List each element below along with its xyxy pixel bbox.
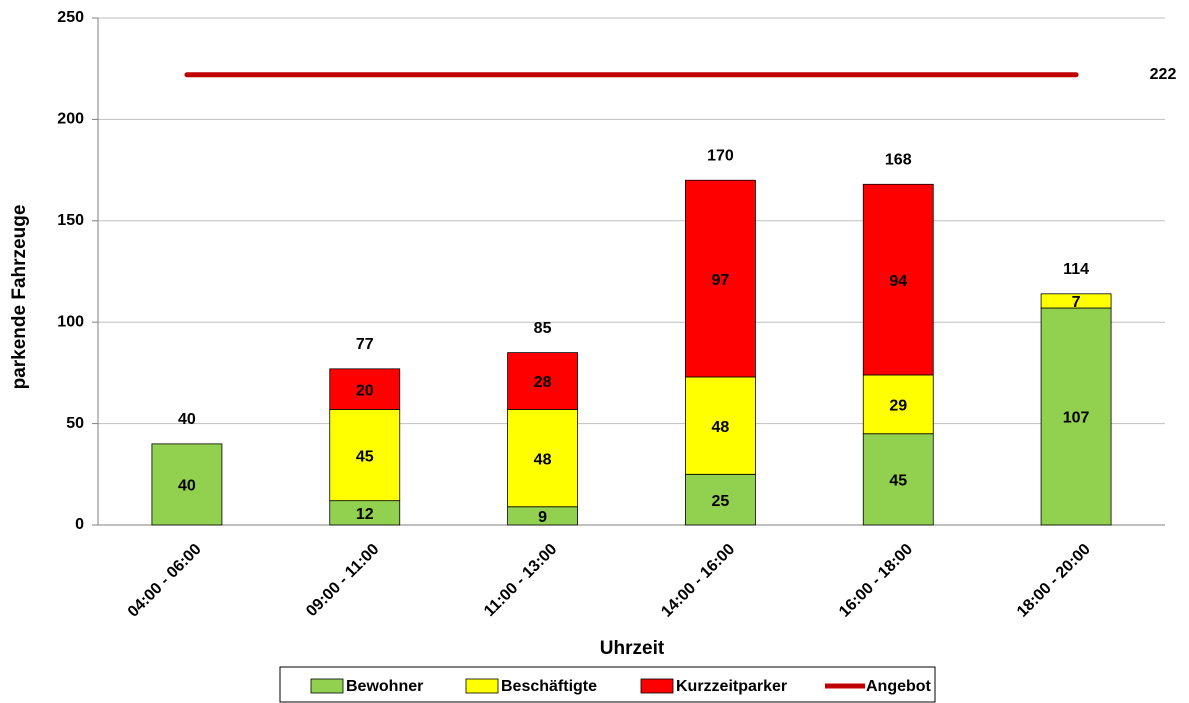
x-axis-title: Uhrzeit bbox=[600, 638, 665, 659]
total-label: 170 bbox=[707, 147, 734, 164]
data-label: 107 bbox=[1063, 410, 1090, 427]
bar-segment bbox=[329, 409, 401, 502]
legend-label: Bewohner bbox=[346, 678, 423, 695]
bar-segment bbox=[1040, 307, 1112, 526]
data-label: 48 bbox=[712, 419, 730, 436]
x-tick-label: 11:00 - 13:00 bbox=[481, 541, 560, 620]
data-label: 29 bbox=[889, 398, 907, 415]
total-label: 85 bbox=[534, 320, 552, 337]
legend-swatch bbox=[640, 678, 674, 694]
legend-label: Beschäftigte bbox=[501, 678, 597, 695]
data-label: 48 bbox=[534, 451, 552, 468]
x-tick-label: 04:00 - 06:00 bbox=[125, 541, 205, 621]
y-tick-label: 100 bbox=[57, 313, 84, 330]
bar-segment bbox=[1040, 293, 1112, 309]
data-label: 40 bbox=[178, 478, 196, 495]
y-tick-label: 150 bbox=[57, 212, 84, 229]
x-tick-label: 14:00 - 16:00 bbox=[658, 541, 738, 621]
bar-segment bbox=[151, 443, 223, 526]
bar-segment bbox=[862, 433, 934, 526]
bar-segment bbox=[507, 352, 578, 410]
bar-segment bbox=[507, 409, 578, 508]
data-label: 45 bbox=[889, 473, 907, 490]
total-label: 77 bbox=[356, 336, 374, 353]
bar-segment bbox=[685, 376, 756, 475]
data-label: 97 bbox=[712, 272, 730, 289]
data-label: 7 bbox=[1072, 294, 1081, 311]
data-label: 12 bbox=[356, 506, 374, 523]
data-label: 28 bbox=[534, 374, 552, 391]
bar-segment bbox=[329, 500, 401, 526]
data-label: 45 bbox=[356, 448, 374, 465]
y-tick-label: 0 bbox=[75, 516, 84, 533]
y-tick-label: 50 bbox=[66, 415, 84, 432]
line-label: 222 bbox=[1150, 66, 1177, 83]
bar-segment bbox=[329, 368, 401, 410]
data-label: 25 bbox=[712, 493, 730, 510]
x-tick-label: 09:00 - 11:00 bbox=[303, 541, 382, 620]
data-label: 20 bbox=[356, 382, 374, 399]
bar-segment bbox=[685, 179, 756, 378]
total-label: 40 bbox=[178, 411, 196, 428]
legend-label: Kurzzeitparker bbox=[676, 678, 787, 695]
x-tick-label: 18:00 - 20:00 bbox=[1014, 541, 1094, 621]
data-label: 94 bbox=[889, 273, 907, 290]
bar-segment bbox=[862, 374, 934, 435]
total-label: 114 bbox=[1063, 261, 1089, 278]
total-label: 168 bbox=[885, 152, 912, 169]
legend-label: Angebot bbox=[866, 678, 932, 695]
y-tick-label: 200 bbox=[57, 111, 84, 128]
legend-swatch bbox=[310, 678, 344, 694]
bar-segment bbox=[685, 473, 756, 526]
data-label: 9 bbox=[538, 509, 547, 526]
legend-swatch bbox=[465, 678, 499, 694]
y-axis-title: parkende Fahrzeuge bbox=[9, 205, 30, 390]
x-tick-label: 16:00 - 18:00 bbox=[836, 541, 916, 621]
bar-segment bbox=[862, 183, 934, 376]
y-tick-label: 250 bbox=[57, 9, 84, 26]
